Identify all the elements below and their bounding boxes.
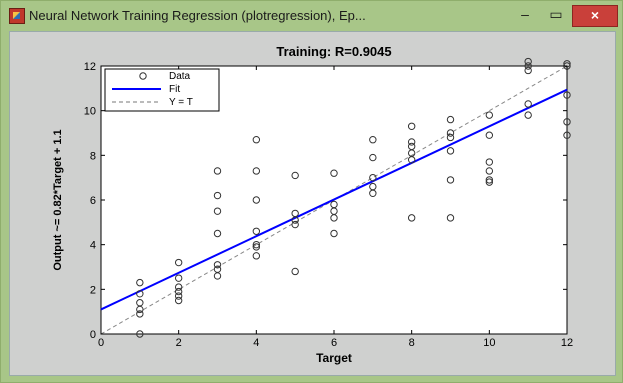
data-point <box>291 171 299 180</box>
y-tick-label: 2 <box>90 284 96 296</box>
data-point <box>136 290 144 298</box>
data-point <box>252 196 261 204</box>
y-tick-label: 10 <box>84 106 96 118</box>
data-point <box>563 91 571 99</box>
y-tick-label: 6 <box>90 195 96 207</box>
data-point <box>330 169 338 177</box>
data-point <box>524 111 532 119</box>
data-point <box>174 287 183 296</box>
matlab-icon[interactable] <box>9 8 25 24</box>
y-tick-label: 4 <box>90 240 96 252</box>
data-point <box>485 158 494 166</box>
data-point <box>485 176 494 184</box>
data-point <box>174 258 183 267</box>
data-point <box>369 173 377 182</box>
x-tick-label: 2 <box>176 337 182 349</box>
data-point <box>291 220 299 229</box>
data-point <box>563 131 571 139</box>
data-point <box>252 252 261 260</box>
data-point <box>213 229 222 238</box>
x-axis-label: Target <box>316 351 352 365</box>
data-point <box>446 214 455 222</box>
y-tick-label: 8 <box>90 150 96 162</box>
window-title: Neural Network Training Regression (plot… <box>29 8 366 23</box>
data-point <box>174 292 183 300</box>
data-point <box>252 136 261 144</box>
data-point <box>524 62 532 70</box>
data-point <box>291 209 299 218</box>
data-point <box>291 267 299 276</box>
x-tick-label: 8 <box>409 337 415 349</box>
data-point <box>252 167 261 175</box>
data-point <box>213 167 222 175</box>
maximize-button[interactable]: ▭ <box>549 6 563 22</box>
data-point <box>252 240 261 249</box>
legend-data-marker <box>139 72 147 80</box>
data-point <box>369 136 377 144</box>
data-point <box>524 57 532 66</box>
data-point <box>369 182 377 191</box>
x-tick-label: 0 <box>98 337 104 349</box>
data-point <box>213 261 222 269</box>
data-point <box>485 111 494 119</box>
x-tick-label: 12 <box>561 337 573 349</box>
data-point <box>446 147 455 155</box>
title-bar[interactable]: Neural Network Training Regression (plot… <box>1 1 622 31</box>
y-tick-label: 0 <box>90 329 96 341</box>
data-point <box>213 207 222 215</box>
y-axis-label: Output ~= 0.82*Target + 1.1 <box>52 129 64 270</box>
data-point <box>213 191 222 200</box>
data-point <box>369 153 377 162</box>
data-point <box>213 265 222 273</box>
data-point <box>174 296 183 305</box>
x-tick-label: 6 <box>331 337 337 349</box>
data-point <box>446 115 455 124</box>
data-point <box>485 131 494 139</box>
close-button[interactable]: × <box>572 5 618 27</box>
legend-data-label: Data <box>169 71 191 82</box>
x-tick-label: 10 <box>483 337 495 349</box>
chart-title: Training: R=0.9045 <box>276 44 391 59</box>
data-point <box>446 129 455 137</box>
fit-line <box>100 88 568 311</box>
data-point <box>446 133 455 142</box>
y-tick-label: 12 <box>84 61 96 73</box>
data-point <box>174 283 183 291</box>
data-point <box>524 100 532 108</box>
fit-line-segment <box>100 88 568 311</box>
data-point <box>524 66 532 75</box>
data-point <box>485 178 494 186</box>
legend-yt-label: Y = T <box>169 97 193 108</box>
data-point <box>136 330 144 338</box>
data-point <box>136 310 144 318</box>
y-axis-ticks: 0 2 4 6 8 10 12 <box>84 61 567 341</box>
data-point <box>136 278 144 287</box>
data-point <box>136 299 144 307</box>
legend-fit-label: Fit <box>169 84 180 95</box>
data-point <box>485 167 494 175</box>
x-tick-label: 4 <box>253 337 259 349</box>
data-point <box>252 243 261 251</box>
data-point <box>407 138 416 146</box>
minimize-button[interactable]: – <box>521 6 529 22</box>
data-point <box>330 200 338 209</box>
legend[interactable]: Data Fit Y = T <box>104 68 220 112</box>
data-point <box>252 227 261 235</box>
data-point <box>446 176 455 184</box>
data-point <box>174 274 183 282</box>
data-point <box>563 118 571 126</box>
data-point <box>407 122 416 131</box>
data-point <box>407 214 416 222</box>
data-point <box>330 229 338 238</box>
data-points <box>136 57 571 338</box>
data-point <box>407 142 416 151</box>
